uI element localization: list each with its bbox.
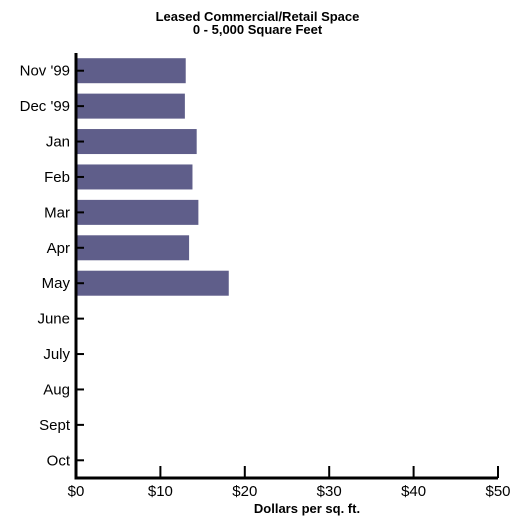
y-tick-label: Oct: [47, 452, 71, 469]
x-tick-label: $0: [68, 483, 85, 500]
x-axis-title: Dollars per sq. ft.: [254, 501, 360, 516]
chart-title: Leased Commercial/Retail Space: [155, 9, 360, 24]
x-tick-label: $40: [401, 483, 426, 500]
y-tick-label: Aug: [43, 381, 70, 398]
chart-subtitle: 0 - 5,000 Square Feet: [192, 22, 323, 37]
bar: [76, 270, 229, 296]
y-tick-label: Mar: [44, 204, 70, 221]
bar: [76, 199, 199, 225]
y-tick-label: July: [43, 346, 70, 363]
x-tick-label: $10: [148, 483, 173, 500]
bar: [76, 235, 190, 261]
y-tick-label: May: [42, 275, 71, 292]
y-tick-label: Apr: [47, 240, 70, 257]
y-tick-label: June: [37, 311, 70, 328]
bar: [76, 164, 193, 190]
y-tick-label: Nov '99: [20, 63, 70, 80]
y-tick-label: Feb: [44, 169, 70, 186]
x-tick-label: $20: [232, 483, 257, 500]
x-tick-label: $30: [317, 483, 342, 500]
y-tick-label: Sept: [39, 417, 71, 434]
y-tick-label: Dec '99: [20, 98, 70, 115]
y-tick-label: Jan: [46, 134, 70, 151]
x-tick-label: $50: [485, 483, 510, 500]
bar: [76, 58, 186, 84]
bar: [76, 129, 197, 155]
bar: [76, 93, 185, 119]
